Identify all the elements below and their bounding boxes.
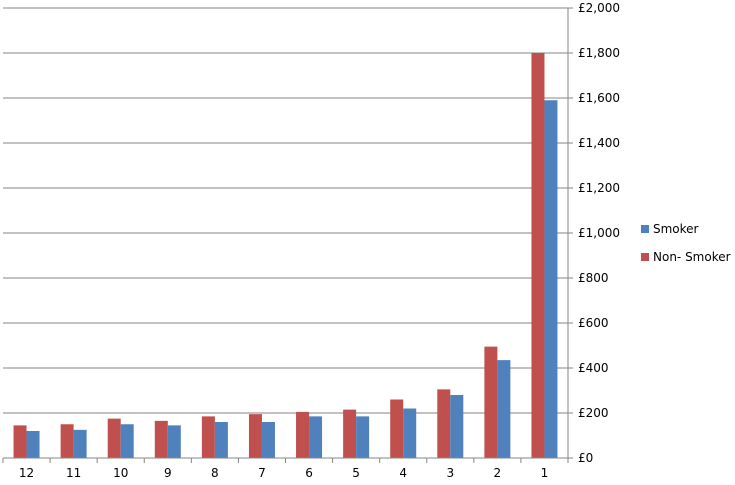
y-tick-label: £600 <box>578 316 609 330</box>
y-tick-label: £1,200 <box>578 181 620 195</box>
bar-non-smoker <box>107 418 121 458</box>
bar-smoker <box>167 425 181 458</box>
legend-swatch <box>641 225 649 233</box>
bar-non-smoker <box>484 346 498 458</box>
bar-non-smoker <box>531 53 545 458</box>
x-tick-label: 1 <box>541 466 549 480</box>
bar-smoker <box>450 395 464 458</box>
x-tick-label: 11 <box>66 466 81 480</box>
y-tick-label: £400 <box>578 361 609 375</box>
y-tick-label: £1,800 <box>578 46 620 60</box>
x-tick-label: 5 <box>352 466 360 480</box>
bar-non-smoker <box>13 425 27 458</box>
bar-non-smoker <box>437 389 451 458</box>
bar-non-smoker <box>154 420 168 458</box>
bar-non-smoker <box>343 409 357 458</box>
bar-smoker <box>356 416 370 458</box>
bar-smoker <box>261 422 275 458</box>
bars <box>13 53 558 458</box>
bar-smoker <box>26 431 40 458</box>
bar-smoker <box>309 416 323 458</box>
y-tick-label: £1,600 <box>578 91 620 105</box>
x-tick-labels: 12 11 10 9 8 7 6 5 4 3 2 1 <box>19 466 548 480</box>
x-tick-label: 4 <box>399 466 407 480</box>
bar-non-smoker <box>60 424 74 458</box>
legend-swatch <box>641 253 649 261</box>
y-tick-label: £1,000 <box>578 226 620 240</box>
bar-smoker <box>403 408 417 458</box>
bar-non-smoker <box>248 414 262 458</box>
bar-smoker <box>544 100 558 458</box>
x-tick-label: 7 <box>258 466 266 480</box>
axes <box>2 7 573 463</box>
bar-smoker <box>73 429 87 458</box>
legend-label: Non- Smoker <box>653 250 731 264</box>
x-tick-label: 12 <box>19 466 34 480</box>
x-tick-label: 8 <box>211 466 219 480</box>
bar-smoker <box>497 360 511 458</box>
x-tick-label: 10 <box>113 466 128 480</box>
x-tick-label: 2 <box>494 466 502 480</box>
y-tick-label: £0 <box>578 451 593 465</box>
legend-label: Smoker <box>653 222 699 236</box>
y-tick-label: £1,400 <box>578 136 620 150</box>
x-tick-label: 6 <box>305 466 313 480</box>
x-tick-label: 3 <box>446 466 454 480</box>
legend: Smoker Non- Smoker <box>641 222 731 264</box>
bar-non-smoker <box>390 399 404 458</box>
bar-non-smoker <box>201 416 215 458</box>
bar-non-smoker <box>296 411 310 458</box>
bar-smoker <box>214 422 228 458</box>
gridlines <box>3 7 568 414</box>
y-tick-label: £2,000 <box>578 1 620 15</box>
y-tick-label: £200 <box>578 406 609 420</box>
y-tick-labels: £0 £200 £400 £600 £800 £1,000 £1,200 £1,400 £1,6… <box>578 1 620 465</box>
x-tick-label: 9 <box>164 466 172 480</box>
bar-smoker <box>120 424 134 458</box>
y-tick-label: £800 <box>578 271 609 285</box>
